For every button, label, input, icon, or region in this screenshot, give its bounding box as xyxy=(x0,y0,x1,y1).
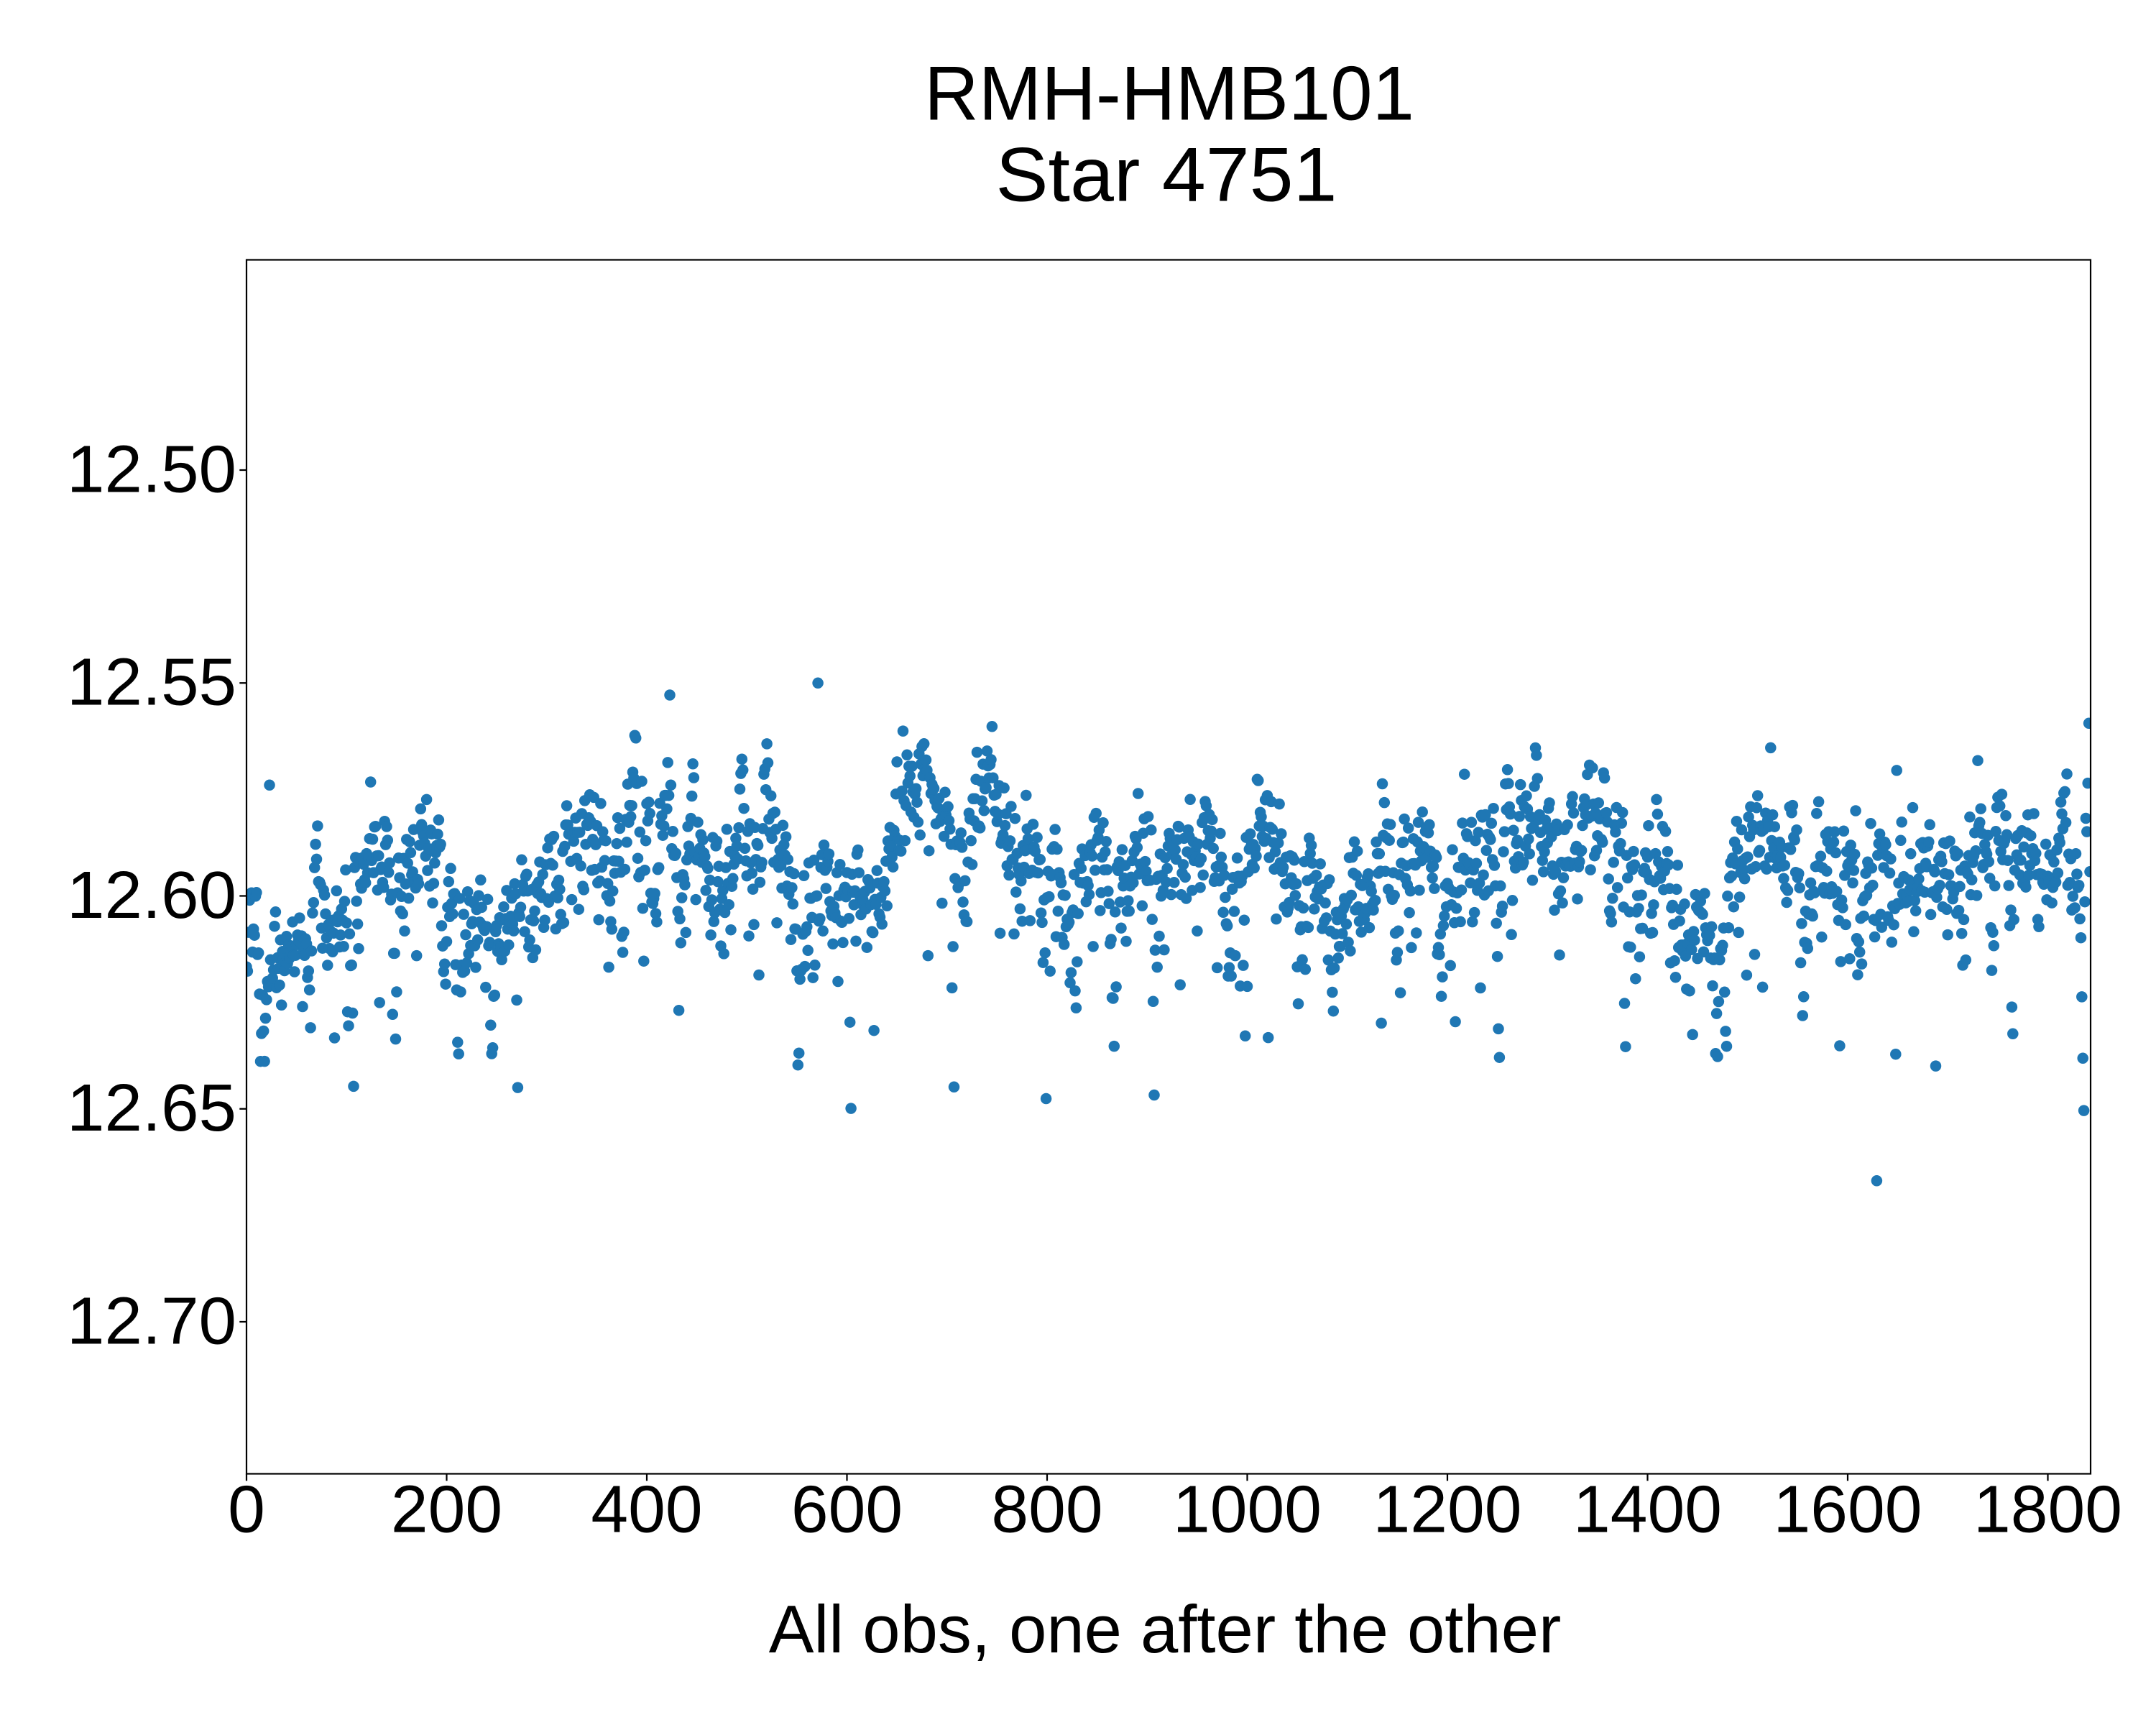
svg-text:1600: 1600 xyxy=(1774,1471,1922,1546)
svg-text:12.70: 12.70 xyxy=(67,1283,236,1358)
svg-text:12.50: 12.50 xyxy=(67,431,236,506)
svg-text:0: 0 xyxy=(228,1471,265,1546)
svg-text:200: 200 xyxy=(391,1471,502,1546)
svg-text:1800: 1800 xyxy=(1973,1471,2122,1546)
svg-text:12.60: 12.60 xyxy=(67,857,236,932)
svg-text:12.65: 12.65 xyxy=(67,1070,236,1145)
svg-text:600: 600 xyxy=(791,1471,903,1546)
svg-text:1200: 1200 xyxy=(1373,1471,1522,1546)
svg-text:All obs, one after the other: All obs, one after the other xyxy=(769,1591,1562,1667)
svg-text:12.55: 12.55 xyxy=(67,645,236,719)
svg-text:800: 800 xyxy=(991,1471,1102,1546)
svg-text:400: 400 xyxy=(591,1471,702,1546)
svg-text:Star 4751: Star 4751 xyxy=(996,132,1337,218)
svg-text:1400: 1400 xyxy=(1573,1471,1722,1546)
svg-text:RMH-HMB101: RMH-HMB101 xyxy=(924,50,1414,137)
svg-text:1000: 1000 xyxy=(1173,1471,1322,1546)
